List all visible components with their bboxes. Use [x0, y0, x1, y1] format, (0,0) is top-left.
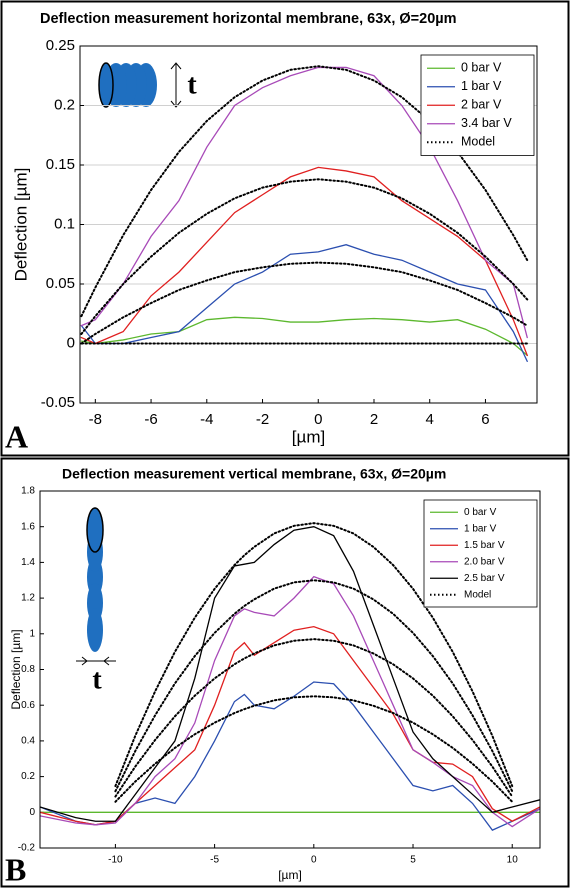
legend-label: 2.0 bar V: [464, 556, 505, 567]
x-tick-label: -6: [144, 411, 157, 428]
x-tick-label: 10: [507, 855, 519, 866]
y-tick-label: 0: [67, 334, 75, 351]
y-tick-label: 0.25: [46, 37, 75, 54]
x-tick-label: 0: [314, 411, 322, 428]
y-axis-label: Deflection [µm]: [11, 168, 30, 282]
membrane-icon: [76, 507, 116, 666]
y-tick-label: 1.2: [21, 593, 35, 604]
model-line: [114, 695, 514, 803]
membrane-icon: [98, 62, 182, 108]
icon-label: t: [92, 664, 102, 695]
panel-label: A: [5, 418, 28, 454]
legend-label: 3.4 bar V: [461, 116, 512, 130]
chart: -0.2 0 0.2 0.4 0.6 0.8 1 1.2 1.4 1.6 1.8 -10 -5 0 5 10 0…: [5, 466, 541, 887]
data-line: [80, 66, 528, 339]
y-axis-label: Deflection [µm]: [9, 629, 23, 709]
x-tick-label: 5: [410, 855, 416, 866]
icon-label: t: [187, 69, 197, 100]
x-tick-label: -4: [200, 411, 213, 428]
y-tick-label: 0.05: [46, 275, 75, 292]
data-line: [80, 244, 528, 362]
plot-frame: [39, 490, 541, 849]
legend-label: 2 bar V: [461, 98, 502, 112]
y-tick-label: -0.2: [18, 843, 36, 854]
x-tick-label: -2: [256, 411, 269, 428]
data-line: [40, 526, 540, 822]
legend-label: Model: [464, 589, 491, 600]
model-line: [114, 522, 514, 788]
data-line: [40, 625, 540, 826]
x-tick-label: 2: [370, 411, 378, 428]
legend-label: 1.5 bar V: [464, 540, 505, 551]
y-tick-label: 0.2: [21, 771, 35, 782]
legend-label: 1 bar V: [464, 523, 497, 534]
y-tick-label: 1.4: [21, 557, 35, 568]
data-line: [80, 316, 528, 357]
x-tick-label: -5: [210, 855, 219, 866]
y-tick-label: 0.8: [21, 664, 35, 675]
legend-label: 0 bar V: [461, 61, 502, 75]
y-tick-label: 0.15: [46, 156, 75, 173]
model-line: [114, 579, 514, 793]
legend-label: 1 bar V: [461, 79, 502, 93]
chart-title: Deflection measurement vertical membrane…: [62, 466, 446, 482]
y-tick-label: 1: [29, 628, 35, 639]
model-line: [80, 178, 529, 335]
model-line: [80, 261, 529, 345]
y-tick-label: 1.8: [21, 486, 35, 497]
y-tick-label: 0.4: [21, 736, 35, 747]
y-tick-label: -0.05: [41, 394, 75, 411]
model-line: [80, 65, 529, 318]
data-line: [40, 681, 540, 831]
plot-frame: [79, 45, 538, 404]
chart-title: Deflection measurement horizontal membra…: [40, 11, 457, 27]
chart: -0.05 0 0.05 0.1 0.15 0.2 0.25 -8 -6 -4 -2 0 2 4 6 0 ba…: [5, 11, 538, 454]
x-tick-label: 6: [481, 411, 489, 428]
x-tick-label: 0: [311, 855, 317, 866]
y-tick-label: 0.6: [21, 700, 35, 711]
panel-label: B: [5, 851, 26, 887]
model-line: [114, 638, 514, 798]
y-tick-label: 0: [29, 807, 35, 818]
legend-label: Model: [461, 135, 495, 149]
x-tick-label: -8: [89, 411, 102, 428]
y-tick-label: 0.2: [54, 96, 75, 113]
panel-frame: [0, 0, 570, 457]
x-tick-label: -10: [108, 855, 123, 866]
legend-label: 0 bar V: [464, 507, 497, 518]
y-tick-label: 0.1: [54, 215, 75, 232]
panel-frame: [0, 457, 570, 888]
x-axis-label: [µm]: [278, 868, 302, 882]
y-tick-label: 1.6: [21, 521, 35, 532]
x-axis-label: [µm]: [292, 427, 325, 446]
legend-box: [423, 499, 538, 608]
legend-label: 2.5 bar V: [464, 573, 505, 584]
data-line: [80, 166, 528, 357]
x-tick-label: 4: [426, 411, 434, 428]
